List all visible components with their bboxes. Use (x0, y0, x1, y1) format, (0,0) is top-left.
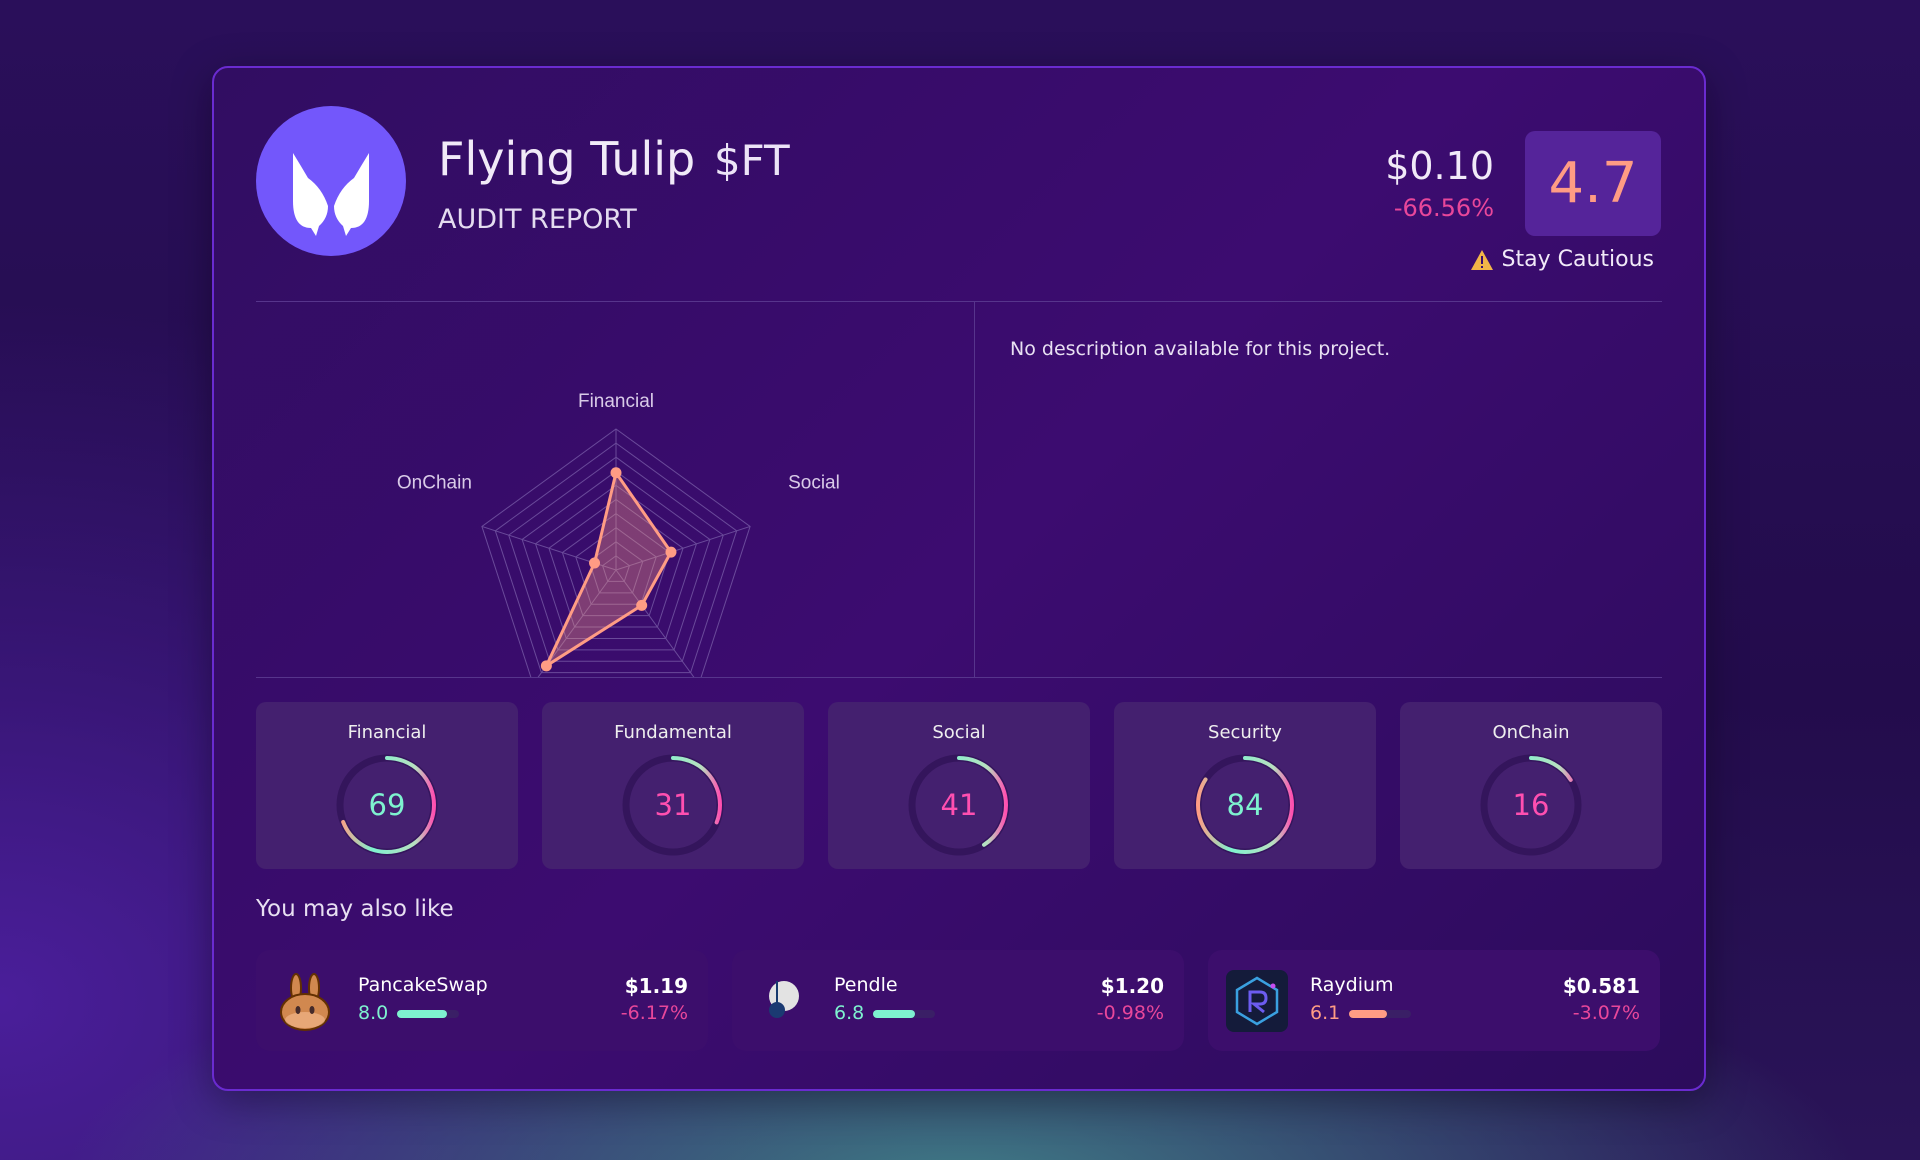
project-description: No description available for this projec… (1010, 338, 1391, 360)
radar-grid-ring (561, 512, 671, 617)
score-card-financial: Financial 69 (256, 702, 518, 869)
score-label: Financial (347, 722, 427, 743)
score-label: OnChain (1492, 722, 1570, 743)
overall-score-badge: 4.7 (1525, 131, 1661, 236)
pancakeswap-bunny-icon (274, 970, 336, 1032)
recommendation-change: -0.98% (1096, 1002, 1164, 1024)
score-ring-progress (1482, 756, 1580, 854)
radar-axis-line (615, 569, 695, 677)
recommendation-change: -6.17% (620, 1002, 688, 1024)
radar-grid-ring (481, 428, 751, 677)
score-ring-progress (624, 756, 722, 854)
score-label: Fundamental (614, 722, 732, 743)
project-title: Flying Tulip $FT (438, 132, 790, 186)
project-name: Flying Tulip (438, 132, 696, 186)
radar-grid-ring (548, 498, 684, 628)
radar-grid-ring (494, 442, 738, 674)
score-value: 16 (1512, 788, 1550, 822)
radar-point (589, 557, 601, 569)
score-label: Social (932, 722, 986, 743)
price-change: -66.56% (1393, 194, 1494, 222)
project-symbol: $FT (713, 136, 790, 185)
radar-axis-label: Social (788, 472, 840, 493)
radar-grid-ring (521, 470, 711, 651)
radar-point (665, 546, 677, 558)
rating-bar (397, 1010, 459, 1018)
score-ring (336, 754, 438, 856)
recommendation-card-pancakeswap[interactable]: PancakeSwap 8.0 $1.19 -6.17% (256, 950, 708, 1051)
warning-icon (1470, 249, 1493, 270)
score-ring (1480, 754, 1582, 856)
divider (974, 302, 975, 677)
rating-bar (1349, 1010, 1411, 1018)
score-ring (622, 754, 724, 856)
recommendation-price: $0.581 (1562, 974, 1640, 998)
divider (256, 301, 1662, 302)
score-card-onchain: OnChain 16 (1400, 702, 1662, 869)
score-ring-progress (338, 756, 436, 854)
score-ring (908, 754, 1010, 856)
score-value: 41 (940, 788, 978, 822)
score-ring-progress (1196, 756, 1294, 854)
recommendation-rating: 6.1 (1310, 1002, 1341, 1024)
tulip-icon (293, 153, 369, 236)
recommendation-name: Pendle (834, 974, 898, 996)
recommendation-price: $1.20 (1100, 974, 1164, 998)
score-value: 31 (654, 788, 692, 822)
flying-tulip-logo (256, 106, 406, 256)
radar-grid-ring (602, 555, 630, 582)
verdict: Stay Cautious (1470, 247, 1654, 272)
score-card-security: Security 84 (1114, 702, 1376, 869)
score-card-social: Social 41 (828, 702, 1090, 869)
radar-grid-ring (508, 456, 724, 662)
recommendation-rating: 8.0 (358, 1002, 389, 1024)
radar-grid-ring (575, 527, 657, 605)
recommendation-name: Raydium (1310, 974, 1394, 996)
recommendation-rating: 6.8 (834, 1002, 865, 1024)
score-value: 69 (368, 788, 406, 822)
audit-report-card: Flying Tulip $FT AUDIT REPORT $0.10 -66.… (212, 66, 1706, 1091)
recommendation-card-pendle[interactable]: Pendle 6.8 $1.20 -0.98% (732, 950, 1184, 1051)
divider (256, 677, 1662, 678)
page-subtitle: AUDIT REPORT (438, 204, 637, 235)
pendle-icon (750, 970, 812, 1032)
score-ring-progress (910, 756, 1008, 854)
raydium-icon (1226, 970, 1288, 1032)
recommendation-card-raydium[interactable]: Raydium 6.1 $0.581 -3.07% (1208, 950, 1660, 1051)
score-ring (1194, 754, 1296, 856)
radar-series-area (544, 471, 673, 668)
radar-axis-label: Financial (578, 391, 654, 412)
project-price: $0.10 (1385, 144, 1494, 188)
radar-point (610, 467, 622, 479)
verdict-text: Stay Cautious (1501, 247, 1654, 272)
radar-point (540, 660, 552, 672)
recommendation-name: PancakeSwap (358, 974, 488, 996)
recommendation-price: $1.19 (624, 974, 688, 998)
also-like-heading: You may also like (256, 896, 454, 922)
radar-axis-line (615, 525, 751, 571)
recommendation-change: -3.07% (1572, 1002, 1640, 1024)
radar-grid-ring (534, 484, 698, 639)
radar-chart: FinancialSocialFundamentalSecurityOnChai… (397, 391, 840, 677)
score-label: Security (1208, 722, 1282, 743)
score-value: 84 (1226, 788, 1264, 822)
score-card-fundamental: Fundamental 31 (542, 702, 804, 869)
radar-point (636, 599, 648, 611)
radar-axis-label: OnChain (397, 472, 472, 493)
rating-bar (873, 1010, 935, 1018)
